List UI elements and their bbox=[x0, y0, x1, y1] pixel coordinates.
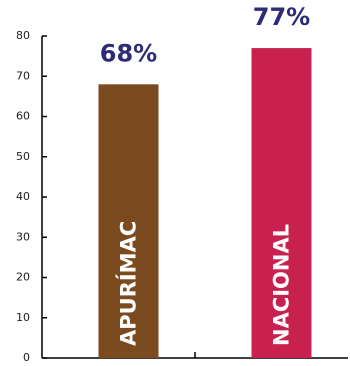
y-tick-label: 80 bbox=[16, 29, 30, 42]
y-tick-label: 50 bbox=[16, 150, 30, 163]
y-tick-label: 30 bbox=[16, 230, 30, 243]
y-tick-label: 20 bbox=[16, 271, 30, 284]
value-label: 77% bbox=[253, 3, 310, 31]
bar bbox=[98, 84, 159, 359]
y-tick-label: 10 bbox=[16, 311, 30, 324]
value-label: 68% bbox=[100, 39, 157, 67]
category-label: NACIONAL bbox=[270, 224, 294, 346]
y-tick-label: 70 bbox=[16, 69, 30, 82]
y-tick-label: 40 bbox=[16, 190, 30, 203]
category-label: APURÍMAC bbox=[116, 221, 141, 346]
bar bbox=[251, 48, 312, 358]
y-tick-label: 0 bbox=[23, 351, 30, 364]
y-tick-label: 60 bbox=[16, 110, 30, 123]
